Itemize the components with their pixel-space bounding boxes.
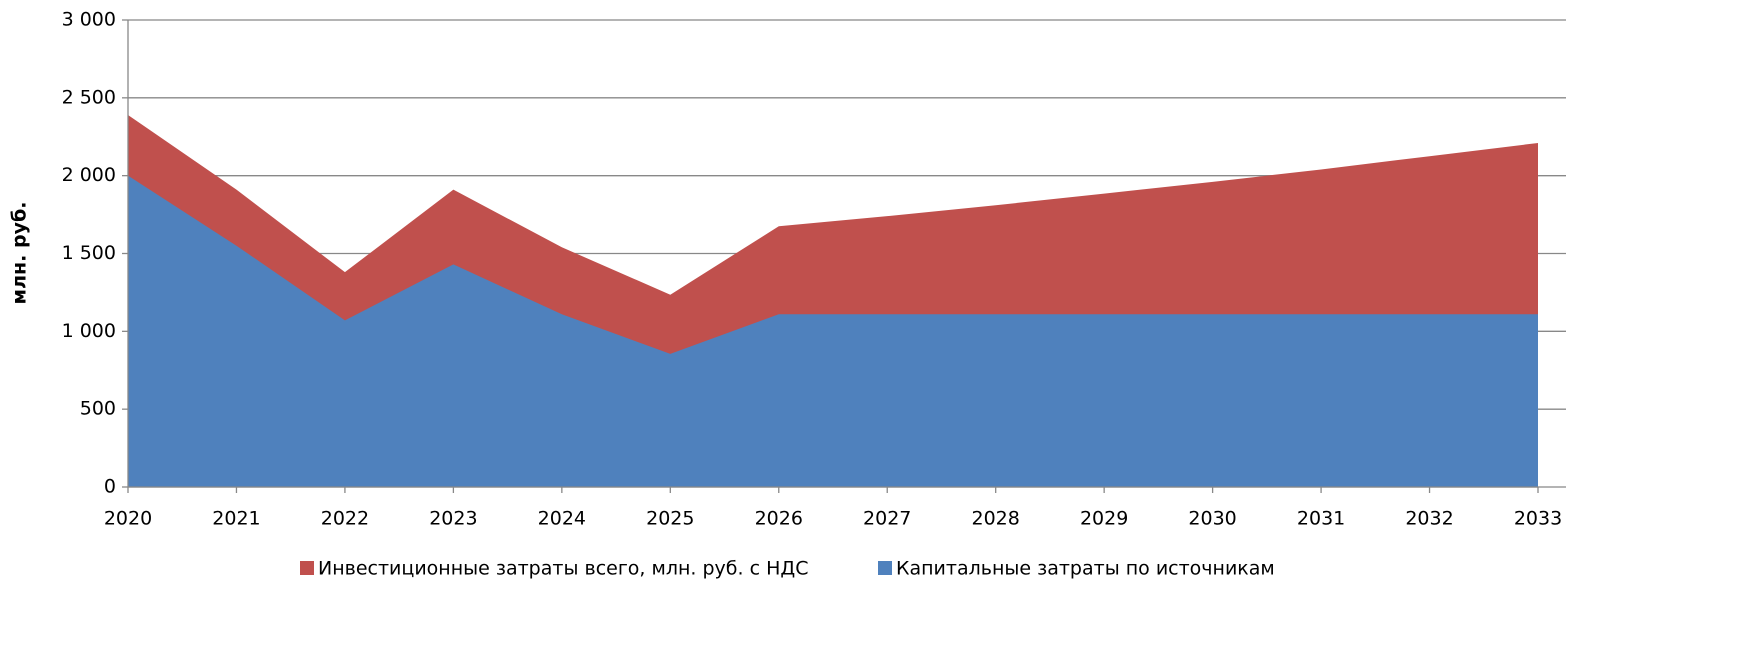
x-tick-label: 2031 (1297, 508, 1345, 530)
x-tick-label: 2027 (863, 508, 911, 530)
y-axis-label: млн. руб. (9, 202, 31, 305)
x-tick-label: 2021 (212, 508, 260, 530)
x-tick-label: 2023 (429, 508, 477, 530)
x-tick-label: 2026 (755, 508, 803, 530)
x-tick-label: 2022 (321, 508, 369, 530)
y-tick-label: 3 000 (62, 9, 116, 31)
legend-swatch (300, 561, 314, 575)
x-tick-label: 2025 (646, 508, 694, 530)
x-tick-label: 2020 (104, 508, 152, 530)
y-tick-label: 1 000 (62, 320, 116, 342)
x-tick-label: 2033 (1514, 508, 1562, 530)
y-tick-label: 2 500 (62, 86, 116, 108)
y-tick-label: 1 500 (62, 242, 116, 264)
y-tick-label: 500 (80, 398, 116, 420)
x-tick-label: 2028 (972, 508, 1020, 530)
legend-label: Инвестиционные затраты всего, млн. руб. … (318, 558, 808, 580)
y-tick-label: 0 (104, 476, 116, 498)
y-tick-label: 2 000 (62, 164, 116, 186)
x-tick-label: 2032 (1405, 508, 1453, 530)
area (128, 175, 1538, 487)
x-tick-label: 2024 (538, 508, 586, 530)
legend-label: Капитальные затраты по источникам (896, 558, 1275, 580)
x-tick-label: 2030 (1188, 508, 1236, 530)
legend-swatch (878, 561, 892, 575)
x-tick-label: 2029 (1080, 508, 1128, 530)
